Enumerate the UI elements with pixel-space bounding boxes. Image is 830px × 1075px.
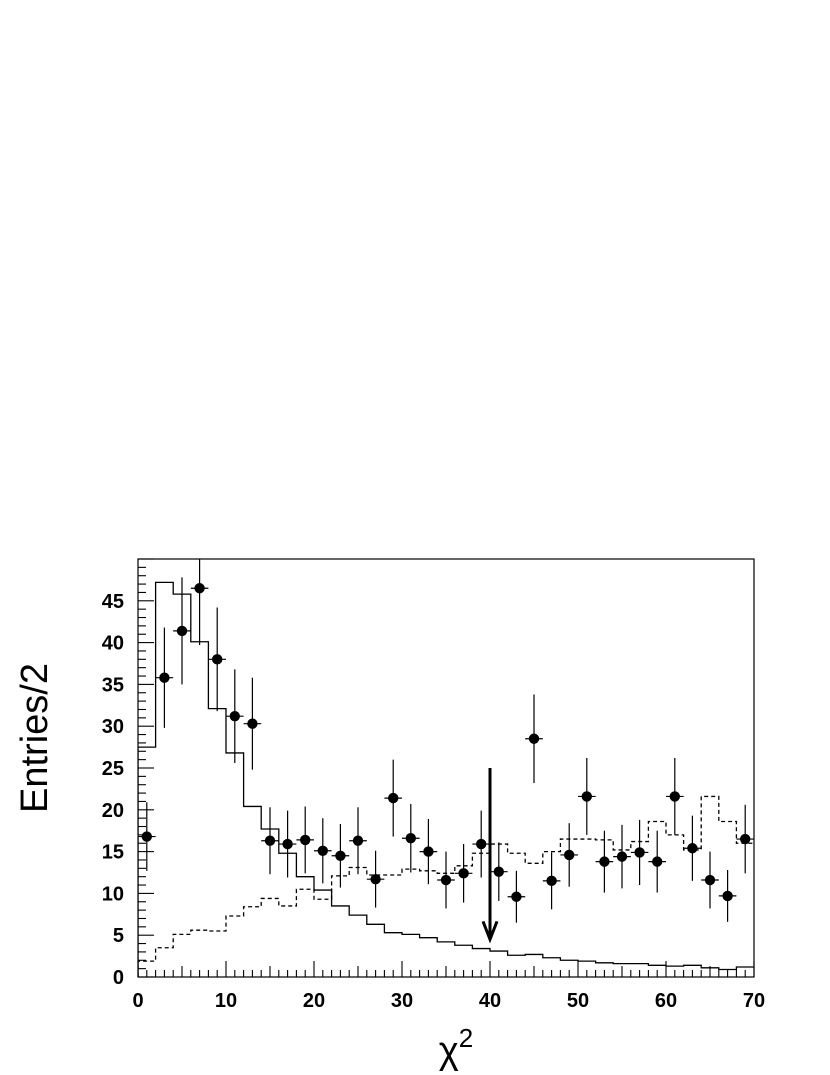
y-tick-label: 5 [113,925,124,947]
data-marker [247,718,258,729]
data-marker [440,874,452,886]
data-marker [722,890,733,902]
data-marker [388,792,399,804]
data-marker [652,856,663,867]
data-marker [581,791,592,802]
data-marker [669,791,680,802]
data-marker [176,625,188,637]
data-point [155,627,174,728]
x-axis: 0 10 20 30 40 50 60 70 [132,961,765,1012]
data-point [261,807,279,875]
x-tick-label: 40 [479,990,501,1012]
data-point [648,830,666,893]
data-point [542,852,561,910]
data-point [736,804,754,874]
data-marker [405,833,416,844]
y-tick-label: 10 [102,883,124,905]
solid-histogram-line [138,581,754,977]
data-marker [704,874,716,886]
data-marker [335,850,346,861]
data-marker [194,583,205,594]
data-point [173,577,191,685]
x-tick-label: 0 [132,990,143,1012]
data-marker [141,831,152,842]
data-marker [264,835,276,846]
data-marker [740,833,751,845]
data-point [208,607,226,712]
y-tick-label: 20 [102,800,124,822]
data-point [402,803,420,873]
data-point [226,669,244,763]
data-point [190,559,209,646]
data-marker [423,846,434,857]
dashed-histogram-line [138,795,754,977]
data-marker [634,847,645,858]
data-point [437,851,455,909]
y-tick-label: 40 [102,633,124,655]
y-axis: 0 5 10 15 20 25 30 35 40 45 [102,558,154,989]
data-marker [212,654,223,665]
plot-frame [137,558,755,978]
x-tick-label: 20 [303,990,325,1012]
data-marker [300,834,311,846]
data-point [560,823,578,887]
data-marker [229,710,240,722]
plot-marks [138,559,754,977]
data-marker [546,875,557,887]
data-point [243,677,262,770]
data-point [349,807,367,875]
data-marker [564,849,575,861]
y-axis-title: Entries/2 [14,663,56,813]
x-tick-label: 50 [567,990,589,1012]
data-point [507,870,526,923]
data-marker [458,868,469,879]
data-point [278,810,297,878]
data-marker [511,891,522,902]
y-tick-label: 30 [102,716,124,738]
data-point [296,806,314,874]
data-point [630,819,649,886]
data-marker [528,733,540,744]
y-tick-label: 35 [102,674,124,696]
x-axis-title: χ2 [439,1023,473,1072]
data-point [683,815,702,881]
data-marker [282,838,293,850]
data-point [384,759,402,837]
y-tick-label: 0 [113,967,124,989]
y-tick-label: 15 [102,842,124,864]
data-point [718,869,737,922]
data-point [454,844,473,903]
x-tick-label: 60 [655,990,677,1012]
cut-arrow [481,768,499,944]
data-point [525,694,543,784]
data-marker [159,672,170,683]
data-point [613,824,631,889]
y-tick-label: 25 [102,758,124,780]
x-tick-label: 10 [215,990,237,1012]
data-marker [317,845,328,856]
data-point [472,810,490,878]
plot-area [138,559,754,977]
data-marker [493,866,504,877]
data-marker [370,873,381,885]
data-point [578,757,596,835]
data-marker [352,835,364,846]
y-tick-label: 45 [102,591,124,613]
data-point [314,818,332,884]
data-point [701,851,719,909]
data-marker [599,856,610,867]
data-point [666,757,684,835]
data-point [490,842,508,901]
x-tick-label: 70 [743,990,765,1012]
data-point [331,824,350,888]
x-tick-label: 30 [391,990,413,1012]
data-point [419,818,438,885]
data-point [138,802,156,871]
data-point [366,850,385,908]
data-point [595,830,614,893]
data-marker [616,851,628,862]
data-marker [476,838,487,850]
data-marker [687,843,698,854]
